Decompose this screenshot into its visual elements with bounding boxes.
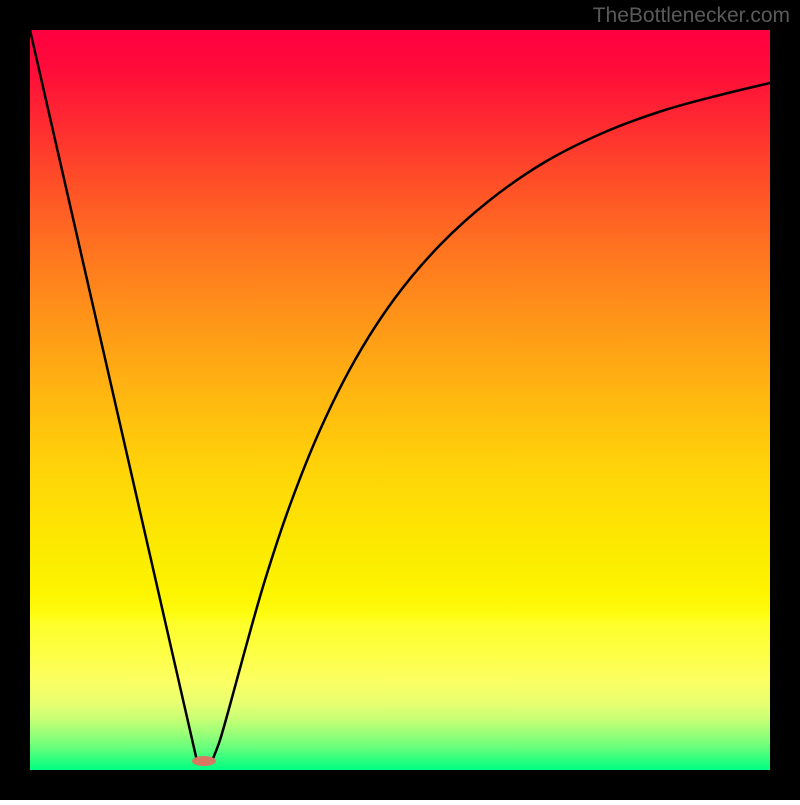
chart-plot-area (30, 30, 770, 770)
chart-svg (0, 0, 800, 800)
attribution-label: TheBottlenecker.com (593, 4, 790, 28)
minimum-marker (192, 756, 216, 766)
bottleneck-chart: TheBottlenecker.com (0, 0, 800, 800)
